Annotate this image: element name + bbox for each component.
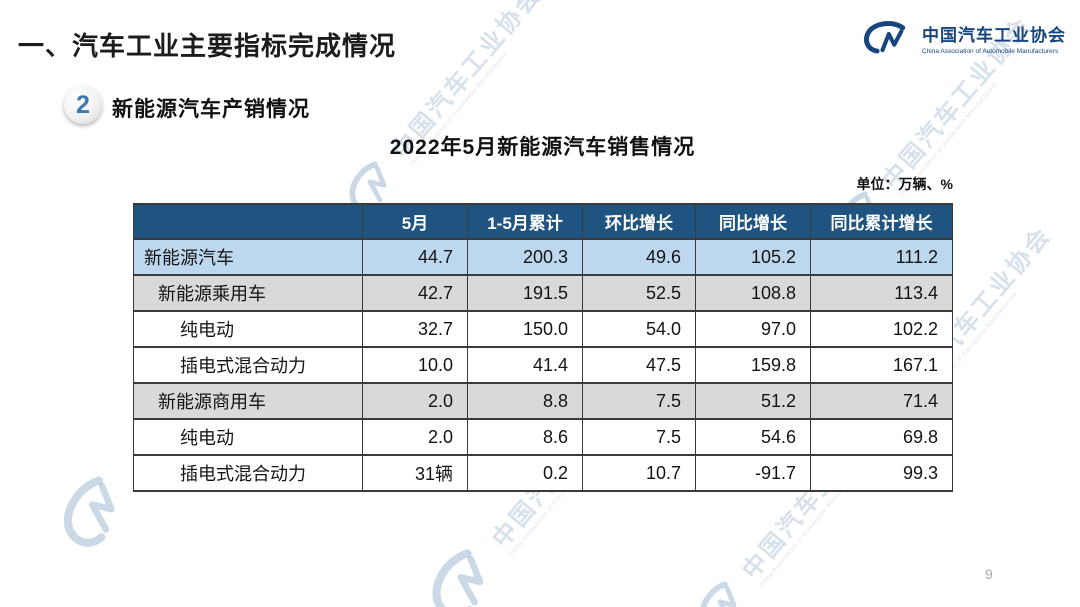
- table-row: 插电式混合动力 10.0 41.4 47.5 159.8 167.1: [133, 346, 953, 384]
- row-label: 纯电动: [133, 418, 363, 456]
- sales-table: 5月 1-5月累计 环比增长 同比增长 同比累计增长 新能源汽车 44.7 200.3 49.…: [133, 203, 953, 492]
- table-cell: 54.6: [695, 418, 811, 456]
- table-row: 插电式混合动力 31辆 0.2 10.7 -91.7 99.3: [133, 454, 953, 492]
- column-header: 同比增长: [695, 203, 811, 240]
- caam-logo-icon: [63, 476, 115, 547]
- table-cell: 99.3: [810, 454, 953, 492]
- logo-name-en: China Association of Automobile Manufact…: [922, 48, 1059, 55]
- page-number: 9: [985, 566, 993, 582]
- table-cell: 41.4: [467, 346, 583, 384]
- section-heading: 新能源汽车产销情况: [112, 98, 310, 121]
- table-cell: 69.8: [810, 418, 953, 456]
- table-cell: 32.7: [362, 310, 468, 348]
- row-label: 新能源汽车: [133, 238, 363, 276]
- table-cell: 7.5: [582, 418, 696, 456]
- table-cell: 8.6: [467, 418, 583, 456]
- row-label: 新能源乘用车: [133, 274, 363, 312]
- table-cell: 44.7: [362, 238, 468, 276]
- table-cell: 150.0: [467, 310, 583, 348]
- table-row: 纯电动 32.7 150.0 54.0 97.0 102.2: [133, 310, 953, 348]
- table-cell: 108.8: [695, 274, 811, 312]
- caam-logo: 中国汽车工业协会 China Association of Automobile…: [860, 20, 1066, 56]
- column-header: 环比增长: [582, 203, 696, 240]
- row-label: 插电式混合动力: [133, 346, 363, 384]
- caam-logo-icon: [864, 21, 906, 54]
- table-row: 新能源汽车 44.7 200.3 49.6 105.2 111.2: [133, 238, 953, 276]
- section-number-badge: 2: [64, 86, 102, 124]
- logo-name-cn: 中国汽车工业协会: [922, 26, 1066, 45]
- table-title: 2022年5月新能源汽车销售情况: [389, 136, 696, 159]
- table-cell: 10.7: [582, 454, 696, 492]
- table-cell: 191.5: [467, 274, 583, 312]
- row-label: 新能源商用车: [133, 382, 363, 420]
- caam-logo-icon: [432, 549, 484, 607]
- table-cell: 49.6: [582, 238, 696, 276]
- row-label: 纯电动: [133, 310, 363, 348]
- table-cell: 42.7: [362, 274, 468, 312]
- column-header: 5月: [362, 203, 468, 240]
- table-cell: 2.0: [362, 382, 468, 420]
- table-cell: 2.0: [362, 418, 468, 456]
- table-cell: 52.5: [582, 274, 696, 312]
- table-cell: 71.4: [810, 382, 953, 420]
- table-row: 新能源商用车 2.0 8.8 7.5 51.2 71.4: [133, 382, 953, 420]
- table-header: 5月 1-5月累计 环比增长 同比增长 同比累计增长: [133, 203, 953, 240]
- table-cell: 102.2: [810, 310, 953, 348]
- table-cell: 51.2: [695, 382, 811, 420]
- caam-logo-icon: [699, 581, 737, 607]
- table-cell: 105.2: [695, 238, 811, 276]
- table-cell: 7.5: [582, 382, 696, 420]
- unit-label: 单位：万辆、%: [856, 176, 953, 192]
- row-label: 插电式混合动力: [133, 454, 363, 492]
- page-title: 一、汽车工业主要指标完成情况: [18, 31, 397, 61]
- table-cell: 111.2: [810, 238, 953, 276]
- table-cell: 113.4: [810, 274, 953, 312]
- table-cell: 159.8: [695, 346, 811, 384]
- table-cell: 97.0: [695, 310, 811, 348]
- table-cell: 200.3: [467, 238, 583, 276]
- table-cell: 47.5: [582, 346, 696, 384]
- table-row: 纯电动 2.0 8.6 7.5 54.6 69.8: [133, 418, 953, 456]
- table-cell: 0.2: [467, 454, 583, 492]
- table-cell: 10.0: [362, 346, 468, 384]
- column-header: 1-5月累计: [467, 203, 583, 240]
- table-cell: 54.0: [582, 310, 696, 348]
- table-cell: 31辆: [362, 454, 468, 492]
- table-row: 新能源乘用车 42.7 191.5 52.5 108.8 113.4: [133, 274, 953, 312]
- table-cell: -91.7: [695, 454, 811, 492]
- table-cell: 167.1: [810, 346, 953, 384]
- column-header: 同比累计增长: [810, 203, 953, 240]
- column-header-empty: [133, 203, 363, 240]
- table-cell: 8.8: [467, 382, 583, 420]
